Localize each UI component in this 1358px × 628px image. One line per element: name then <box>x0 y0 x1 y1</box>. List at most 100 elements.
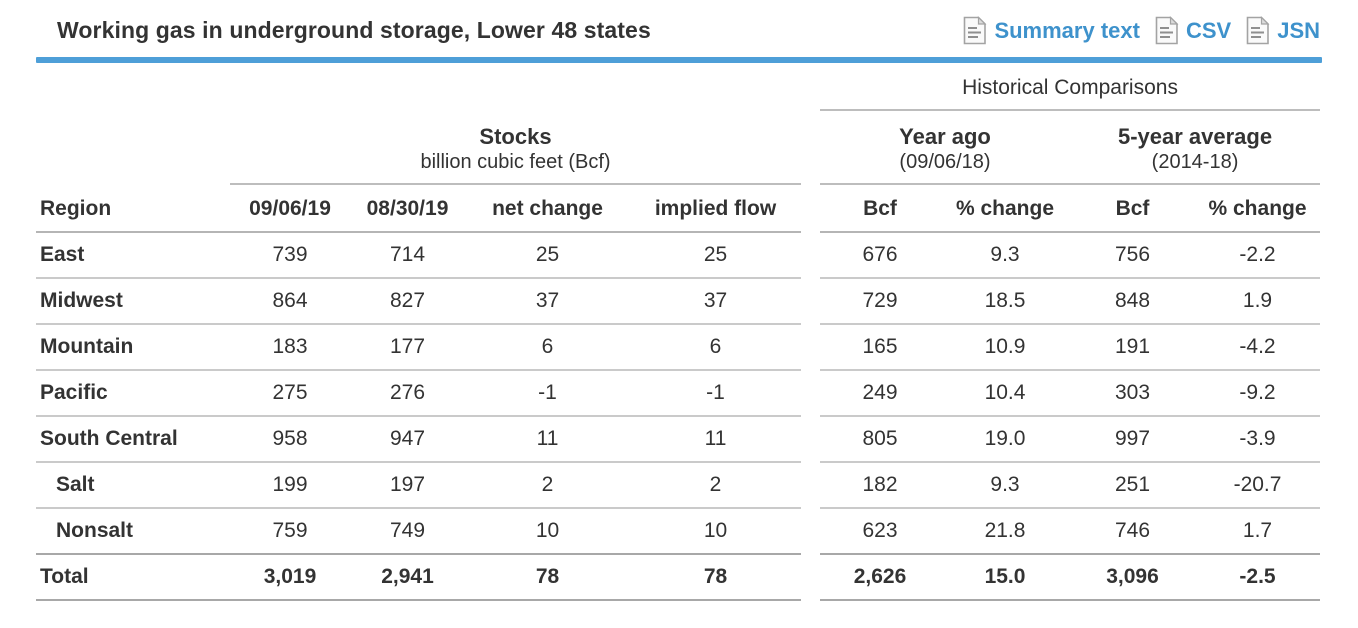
value-cell: 15.0 <box>940 554 1070 601</box>
value-cell: 37 <box>630 278 801 325</box>
value-cell: 759 <box>230 508 350 555</box>
value-cell: 1.9 <box>1195 278 1321 325</box>
value-cell: 275 <box>230 370 350 417</box>
table-gap <box>801 110 820 184</box>
value-cell: -9.2 <box>1195 370 1321 417</box>
table-gap <box>801 416 820 462</box>
table-gap <box>801 232 820 278</box>
value-cell: 997 <box>1070 416 1195 463</box>
value-cell: 37 <box>465 278 630 325</box>
value-cell: 746 <box>1070 508 1195 555</box>
region-label: East <box>36 232 230 279</box>
historical-comparisons-header: Historical Comparisons <box>820 69 1321 111</box>
table-gap <box>801 324 820 370</box>
value-cell: 249 <box>820 370 940 417</box>
value-cell: 805 <box>820 416 940 463</box>
summary-text-link[interactable]: Summary text <box>962 16 1140 45</box>
value-cell: 958 <box>230 416 350 463</box>
value-cell: 6 <box>465 324 630 371</box>
empty-cell <box>36 110 230 184</box>
table-gap <box>801 69 820 110</box>
value-cell: 756 <box>1070 232 1195 279</box>
csv-label: CSV <box>1185 17 1232 43</box>
column-header: % change <box>940 184 1070 233</box>
value-cell: 3,096 <box>1070 554 1195 601</box>
csv-link[interactable]: CSV <box>1154 16 1231 45</box>
column-header: 09/06/19 <box>230 184 350 233</box>
empty-cell <box>36 69 801 110</box>
value-cell: 9.3 <box>940 232 1070 279</box>
region-label: Total <box>36 554 230 601</box>
value-cell: 276 <box>350 370 465 417</box>
value-cell: -4.2 <box>1195 324 1321 371</box>
year-ago-group-header: Year ago (09/06/18) <box>820 110 1070 185</box>
value-cell: 1.7 <box>1195 508 1321 555</box>
value-cell: 729 <box>820 278 940 325</box>
value-cell: 864 <box>230 278 350 325</box>
table-row: Pacific 275 276 -1 -1 249 10.4 303 -9.2 <box>36 370 1321 417</box>
group-header-row: Stocks billion cubic feet (Bcf) Year ago… <box>36 110 1321 185</box>
five-year-subtitle: (2014-18) <box>1151 151 1239 173</box>
value-cell: -20.7 <box>1195 462 1321 509</box>
value-cell: 18.5 <box>940 278 1070 325</box>
value-cell: 10.4 <box>940 370 1070 417</box>
value-cell: 19.0 <box>940 416 1070 463</box>
value-cell: 199 <box>230 462 350 509</box>
table-gap <box>801 370 820 416</box>
historical-comparisons-row: Historical Comparisons <box>36 69 1321 111</box>
accent-rule <box>36 57 1322 63</box>
value-cell: 25 <box>630 232 801 279</box>
jsn-link[interactable]: JSN <box>1245 16 1320 45</box>
column-header: Bcf <box>820 184 940 233</box>
value-cell: 251 <box>1070 462 1195 509</box>
document-icon <box>1154 16 1179 45</box>
summary-text-label: Summary text <box>994 17 1140 43</box>
value-cell: 191 <box>1070 324 1195 371</box>
jsn-label: JSN <box>1277 17 1320 43</box>
value-cell: 848 <box>1070 278 1195 325</box>
value-cell: 739 <box>230 232 350 279</box>
value-cell: 10 <box>630 508 801 555</box>
region-label: Midwest <box>36 278 230 325</box>
value-cell: 623 <box>820 508 940 555</box>
page-title: Working gas in underground storage, Lowe… <box>57 17 651 43</box>
value-cell: 2 <box>630 462 801 509</box>
value-cell: 303 <box>1070 370 1195 417</box>
value-cell: -1 <box>630 370 801 417</box>
value-cell: -2.2 <box>1195 232 1321 279</box>
value-cell: 2 <box>465 462 630 509</box>
column-header-row: Region 09/06/19 08/30/19 net change impl… <box>36 184 1321 233</box>
table-gap <box>801 554 820 600</box>
value-cell: 11 <box>630 416 801 463</box>
value-cell: 676 <box>820 232 940 279</box>
table-gap <box>801 508 820 554</box>
value-cell: 25 <box>465 232 630 279</box>
five-year-title: 5-year average <box>1117 123 1273 149</box>
column-header: implied flow <box>630 184 801 233</box>
table-row: Nonsalt 759 749 10 10 623 21.8 746 1.7 <box>36 508 1321 555</box>
region-column-header: Region <box>36 184 230 233</box>
value-cell: 10.9 <box>940 324 1070 371</box>
value-cell: 2,626 <box>820 554 940 601</box>
download-links: Summary text CSV <box>962 16 1320 45</box>
table-gap <box>801 184 820 232</box>
table-body: East 739 714 25 25 676 9.3 756 -2.2 Midwest 864 827… <box>36 232 1321 601</box>
document-icon <box>962 16 987 45</box>
value-cell: 9.3 <box>940 462 1070 509</box>
value-cell: 183 <box>230 324 350 371</box>
table-row: Mountain 183 177 6 6 165 10.9 191 -4.2 <box>36 324 1321 371</box>
value-cell: 78 <box>465 554 630 601</box>
header-bar: Working gas in underground storage, Lowe… <box>0 0 1358 57</box>
value-cell: 21.8 <box>940 508 1070 555</box>
value-cell: 947 <box>350 416 465 463</box>
year-ago-title: Year ago <box>899 123 991 149</box>
table-gap <box>801 278 820 324</box>
stocks-group-header: Stocks billion cubic feet (Bcf) <box>230 110 801 185</box>
value-cell: 165 <box>820 324 940 371</box>
table-row: South Central 958 947 11 11 805 19.0 997 -3.9 <box>36 416 1321 463</box>
document-icon <box>1245 16 1270 45</box>
year-ago-subtitle: (09/06/18) <box>899 151 991 173</box>
table-row: East 739 714 25 25 676 9.3 756 -2.2 <box>36 232 1321 279</box>
column-header: % change <box>1195 184 1321 233</box>
column-header: Bcf <box>1070 184 1195 233</box>
